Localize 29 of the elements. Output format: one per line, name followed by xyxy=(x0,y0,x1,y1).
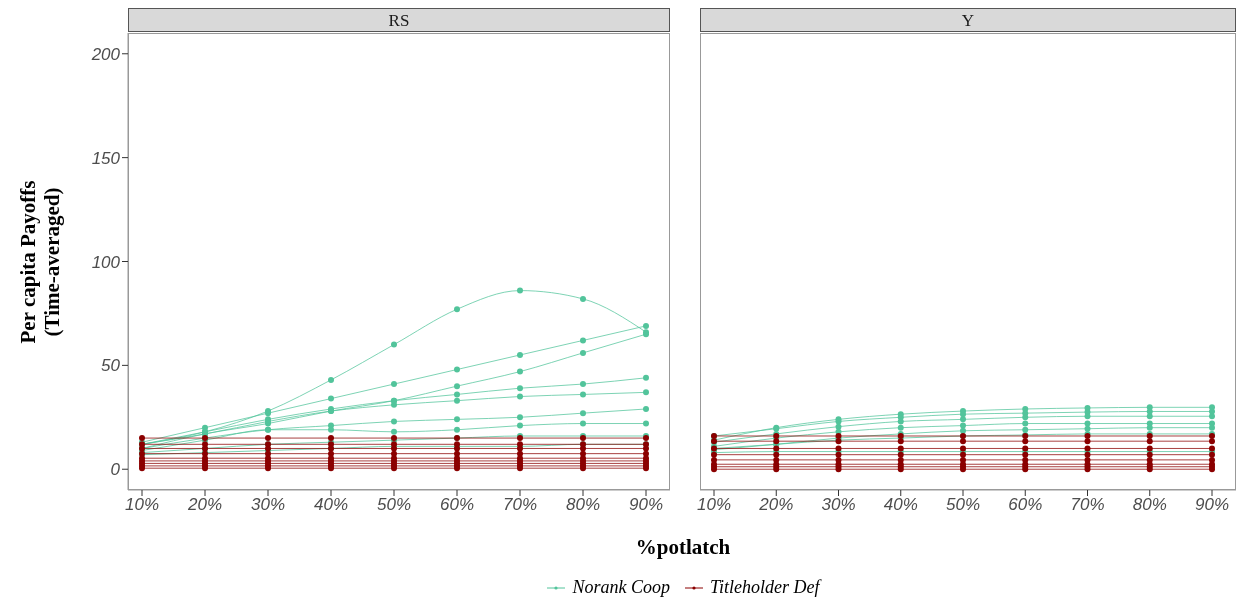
y-tick-label: 200 xyxy=(90,44,121,64)
x-tick-label: 60% xyxy=(1008,495,1043,515)
legend-label: Norank Coop xyxy=(572,577,670,598)
y-tick-label: 50 xyxy=(101,356,121,376)
x-tick-label: 30% xyxy=(250,495,286,515)
x-tick-label: 20% xyxy=(758,495,794,515)
x-tick-label: 50% xyxy=(376,495,412,515)
x-tick-label: 20% xyxy=(186,495,223,515)
chart-title: Y xyxy=(700,8,1236,32)
y-axis-title: Per capita Payoffs (Time-averaged) xyxy=(16,180,64,344)
chart-title: RS xyxy=(128,8,670,32)
x-tick-label: 90% xyxy=(628,495,664,515)
y-tick-label: 150 xyxy=(91,148,121,168)
x-tick-label: 10% xyxy=(124,495,160,515)
x-tick-label: 90% xyxy=(1194,495,1230,515)
x-tick-label: 10% xyxy=(696,495,732,515)
x-tick-label: 60% xyxy=(439,495,475,515)
x-tick-label: 70% xyxy=(1070,495,1105,515)
y-tick-label: 100 xyxy=(91,252,121,272)
x-tick-label: 80% xyxy=(1132,495,1167,515)
x-tick-label: 50% xyxy=(945,495,981,515)
x-tick-label: 40% xyxy=(883,495,918,515)
x-tick-label: 30% xyxy=(821,495,856,515)
x-tick-label: 80% xyxy=(565,495,601,515)
x-tick-label: 70% xyxy=(502,495,538,515)
y-tick-label: 0 xyxy=(110,460,121,480)
x-axis-title: %potlatch xyxy=(634,535,732,560)
legend-label: Titleholder Def xyxy=(710,577,820,598)
x-tick-label: 40% xyxy=(313,495,349,515)
